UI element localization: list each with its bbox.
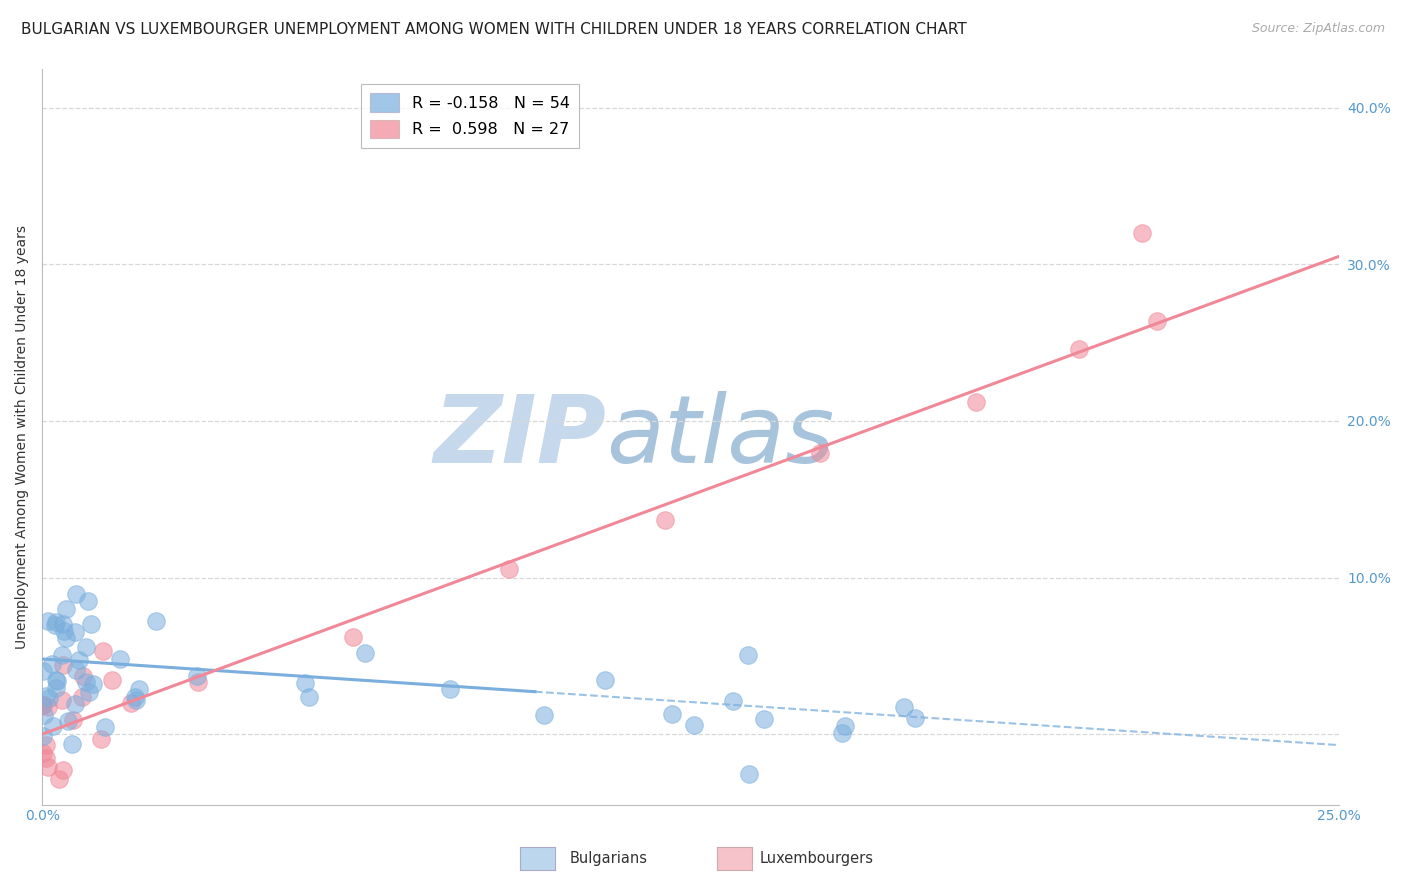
Point — [37, 759, 59, 773]
Point — [533, 708, 555, 723]
Point — [1146, 314, 1168, 328]
Point — [90, 732, 112, 747]
Point — [44, 618, 66, 632]
Point — [186, 669, 208, 683]
Point — [101, 673, 124, 687]
Point — [41, 718, 63, 732]
Point — [53, 624, 76, 638]
Point — [51, 617, 73, 632]
Point — [56, 714, 79, 728]
Point — [31, 698, 53, 713]
Point — [63, 625, 86, 640]
Point — [38, 690, 60, 705]
Point — [45, 681, 67, 695]
Point — [51, 648, 73, 662]
Point — [65, 587, 87, 601]
Point — [35, 751, 58, 765]
Text: ZIP: ZIP — [433, 391, 606, 483]
Point — [721, 694, 744, 708]
Point — [124, 690, 146, 704]
Point — [65, 697, 87, 711]
Text: Bulgarians: Bulgarians — [569, 852, 647, 866]
Point — [128, 681, 150, 696]
Point — [72, 690, 94, 705]
Point — [752, 712, 775, 726]
Point — [35, 689, 58, 703]
Point — [77, 594, 100, 608]
Point — [52, 657, 75, 672]
Point — [654, 513, 676, 527]
Point — [75, 640, 97, 654]
Legend: R = -0.158   N = 54, R =  0.598   N = 27: R = -0.158 N = 54, R = 0.598 N = 27 — [361, 84, 579, 148]
Text: atlas: atlas — [606, 391, 835, 482]
Point — [41, 657, 63, 672]
Point — [831, 726, 853, 740]
Point — [80, 616, 103, 631]
Point — [34, 708, 56, 723]
Point — [737, 767, 759, 781]
Point — [55, 602, 77, 616]
Point — [32, 730, 55, 744]
Point — [32, 665, 55, 679]
Point — [62, 713, 84, 727]
Point — [72, 669, 94, 683]
Point — [37, 700, 59, 714]
Point — [67, 653, 90, 667]
Point — [298, 690, 321, 704]
Text: Source: ZipAtlas.com: Source: ZipAtlas.com — [1251, 22, 1385, 36]
Point — [37, 614, 59, 628]
Point — [46, 673, 69, 688]
Point — [294, 676, 316, 690]
Point — [60, 737, 83, 751]
Point — [683, 718, 706, 732]
Point — [77, 685, 100, 699]
Point — [893, 700, 915, 714]
Text: Luxembourgers: Luxembourgers — [759, 852, 873, 866]
Point — [94, 720, 117, 734]
Point — [51, 693, 73, 707]
Point — [120, 696, 142, 710]
Point — [661, 707, 683, 722]
Text: BULGARIAN VS LUXEMBOURGER UNEMPLOYMENT AMONG WOMEN WITH CHILDREN UNDER 18 YEARS : BULGARIAN VS LUXEMBOURGER UNEMPLOYMENT A… — [21, 22, 967, 37]
Point — [145, 614, 167, 628]
Point — [1130, 226, 1153, 240]
Point — [737, 648, 759, 662]
Point — [834, 719, 856, 733]
Point — [904, 710, 927, 724]
Y-axis label: Unemployment Among Women with Children Under 18 years: Unemployment Among Women with Children U… — [15, 225, 30, 648]
Point — [498, 561, 520, 575]
Point — [31, 698, 53, 713]
Point — [52, 764, 75, 778]
Point — [45, 615, 67, 629]
Point — [45, 673, 67, 687]
Point — [1069, 342, 1091, 356]
Point — [75, 675, 97, 690]
Point — [439, 681, 461, 696]
Point — [965, 395, 987, 409]
Point — [31, 746, 53, 760]
Point — [808, 446, 831, 460]
Point — [55, 632, 77, 646]
Point — [354, 646, 377, 660]
Point — [108, 652, 131, 666]
Point — [35, 738, 58, 752]
Point — [48, 772, 70, 786]
Point — [593, 673, 616, 688]
Point — [91, 644, 114, 658]
Point — [187, 675, 209, 690]
Point — [125, 693, 148, 707]
Point — [82, 677, 104, 691]
Point — [342, 631, 364, 645]
Point — [65, 664, 87, 678]
